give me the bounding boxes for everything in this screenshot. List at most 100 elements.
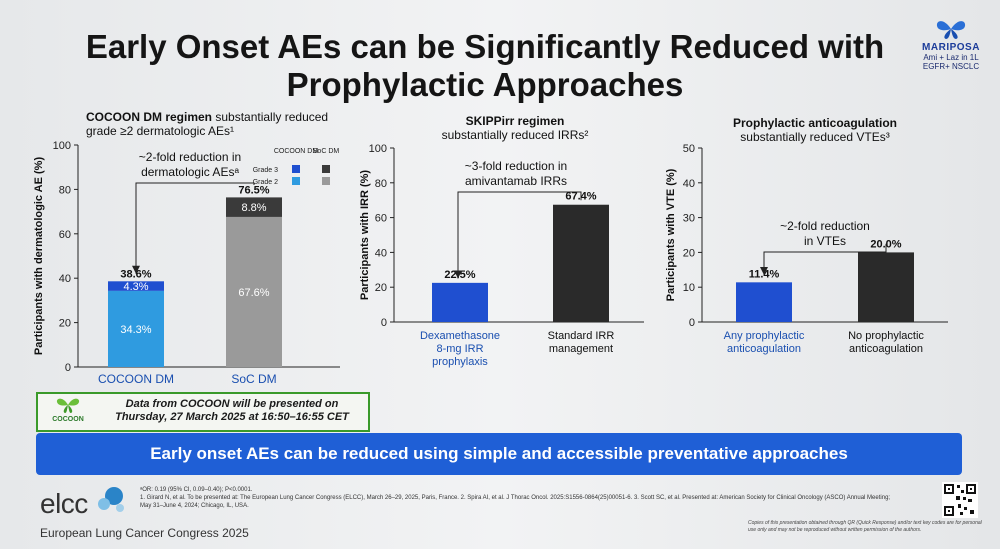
brand-name: MARIPOSA — [922, 42, 980, 53]
chart3-bar — [736, 282, 792, 322]
chart1-legend-swatch-soc-grade3 — [322, 165, 330, 173]
chart2-annotation-line1: ~3-fold reduction in — [465, 159, 567, 173]
chart3-y-tick-label: 20 — [683, 247, 695, 259]
panel2-title-rest: substantially reduced IRRs² — [441, 128, 589, 142]
chart1-bar-grade-3 — [226, 197, 282, 217]
chart2-category-label: 8-mg IRR — [436, 343, 483, 355]
chart1-y-tick-label: 60 — [59, 229, 71, 241]
slide-title: Early Onset AEs can be Significantly Red… — [85, 28, 885, 103]
cocoon-presentation-note: COCOON Data from COCOON will be presente… — [36, 392, 370, 432]
chart1-arrowhead — [132, 265, 140, 274]
panel1-title-rest: substantially reduced grade ≥2 dermatolo… — [86, 110, 329, 138]
butterfly-icon — [936, 21, 966, 39]
brand-line2: EGFR+ NSCLC — [922, 62, 980, 71]
chart1-category-label: COCOON DM — [98, 372, 174, 386]
chart3-bar — [858, 252, 914, 322]
chart3-annotation-line1: ~2-fold reduction — [780, 219, 870, 233]
cocoon-logo-text: COCOON — [52, 416, 84, 423]
chart1-bar-grade-2 — [226, 216, 282, 367]
elcc-logo: elcc — [40, 488, 88, 519]
chart2-bar — [432, 282, 488, 322]
chart3-y-tick-label: 0 — [689, 317, 695, 329]
chart2-y-tick-label: 100 — [369, 143, 387, 155]
chart1-segment-label: 67.6% — [238, 287, 269, 299]
chart2-y-tick-label: 80 — [375, 178, 387, 190]
chart3-category-label: Any prophylactic — [724, 330, 805, 342]
chart1-bracket — [135, 182, 255, 274]
chart1-segment-label: 34.3% — [120, 324, 151, 336]
chart3-y-tick-label: 10 — [683, 282, 695, 294]
chart-irr: 0 20 40 60 80 100 Participants with IRR (%) 22.… — [359, 143, 644, 368]
panel3-title-rest: substantially reduced VTEs³ — [740, 130, 890, 144]
chart1-y-tick-label: 40 — [59, 273, 71, 285]
panel3-title: Prophylactic anticoagulation substantiall… — [700, 116, 930, 144]
chart1-y-tick-label: 100 — [53, 140, 71, 152]
chart2-category-label: prophylaxis — [432, 356, 488, 368]
chart2-bar — [553, 204, 609, 322]
chart3-y-tick-label: 40 — [683, 178, 695, 190]
chart3-arrowhead — [760, 267, 768, 276]
panel2-title-bold: SKIPPirr regimen — [465, 114, 565, 128]
congress-name: European Lung Cancer Congress 2025 — [40, 526, 249, 540]
chart2-y-tick-label: 0 — [381, 317, 387, 329]
chart1-bar-grade-3 — [108, 281, 164, 291]
cocoon-note-text: Data from COCOON will be presented on Th… — [100, 398, 364, 424]
cocoon-logo: COCOON — [42, 396, 94, 426]
chart1-annotation-line1: ~2-fold reduction in — [139, 150, 241, 164]
chart2-y-tick-label: 60 — [375, 213, 387, 225]
mariposa-logo: MARIPOSA Ami + Laz in 1L EGFR+ NSCLC — [916, 18, 986, 71]
panel3-title-bold: Prophylactic anticoagulation — [732, 116, 898, 130]
footnotes: ᵃOR: 0.19 (95% CI, 0.09–0.40); P<0.0001.… — [140, 486, 900, 510]
chart2-category-label: Standard IRR — [548, 330, 615, 342]
panel1-title-bold: COCOON DM regimen — [86, 110, 213, 124]
brand-line1: Ami + Laz in 1L — [923, 53, 979, 62]
chart2-y-tick-label: 20 — [375, 282, 387, 294]
chart2-y-axis-label: Participants with IRR (%) — [359, 170, 371, 301]
chart1-category-label: SoC DM — [231, 372, 276, 386]
chart2-arrowhead — [454, 270, 462, 279]
copyright-note: Copies of this presentation obtained thr… — [748, 520, 982, 533]
qr-code-icon[interactable] — [942, 482, 978, 518]
chart3-bracket — [763, 243, 887, 276]
chart1-legend-row: Grade 3 — [253, 167, 278, 174]
butterfly-icon — [56, 398, 80, 413]
key-message-banner: Early onset AEs can be reduced using sim… — [36, 433, 962, 475]
cocoon-note-line1: Data from COCOON will be presented on — [125, 398, 339, 410]
chart1-y-tick-label: 80 — [59, 184, 71, 196]
chart3-y-tick-label: 30 — [683, 213, 695, 225]
chart1-legend-header: SoC DM — [313, 148, 340, 155]
chart3-category-label: No prophylactic — [848, 330, 924, 342]
chart1-bar-grade-2 — [108, 290, 164, 367]
chart-dermatologic-ae: 0 20 40 60 80 100 Participants with dermatolog… — [33, 140, 340, 386]
footnote-a: ᵃOR: 0.19 (95% CI, 0.09–0.40); P<0.0001. — [140, 487, 253, 493]
chart1-total-label: 38.6% — [120, 268, 151, 280]
chart3-category-label: anticoagulation — [849, 343, 923, 355]
chart3-annotation-line2: in VTEs — [804, 234, 846, 248]
chart1-legend-header: COCOON DM — [274, 148, 319, 155]
chart1-legend-row: Grade 2 — [253, 179, 278, 186]
panel1-title: COCOON DM regimen substantially reduced … — [86, 110, 346, 138]
cocoon-note-line2: Thursday, 27 March 2025 at 16:50–16:55 C… — [115, 411, 349, 423]
chart2-value-label: 22.5% — [444, 269, 475, 281]
elcc-logo-icon — [98, 487, 124, 512]
footnote-references: 1. Girard N, et al. To be presented at: … — [140, 495, 891, 509]
chart2-y-tick-label: 40 — [375, 247, 387, 259]
chart3-y-tick-label: 50 — [683, 143, 695, 155]
chart1-legend-swatch-cocoon-grade3 — [292, 165, 300, 173]
chart1-total-label: 76.5% — [238, 184, 269, 196]
chart1-segment-label: 4.3% — [123, 281, 148, 293]
chart1-y-tick-label: 0 — [65, 362, 71, 374]
panel2-title: SKIPPirr regimen substantially reduced IR… — [400, 114, 630, 142]
chart1-legend-swatch-cocoon-grade2 — [292, 177, 300, 185]
chart1-legend-swatch-soc-grade2 — [322, 177, 330, 185]
chart3-y-axis-label: Participants with VTE (%) — [665, 168, 677, 301]
chart1-y-tick-label: 20 — [59, 318, 71, 330]
chart2-annotation-line2: amivantamab IRRs — [465, 174, 567, 188]
chart1-segment-label: 8.8% — [241, 202, 266, 214]
chart1-y-axis-label: Participants with dermatologic AE (%) — [33, 157, 45, 356]
chart2-category-label: management — [549, 343, 613, 355]
chart2-bracket — [457, 191, 582, 279]
chart3-category-label: anticoagulation — [727, 343, 801, 355]
